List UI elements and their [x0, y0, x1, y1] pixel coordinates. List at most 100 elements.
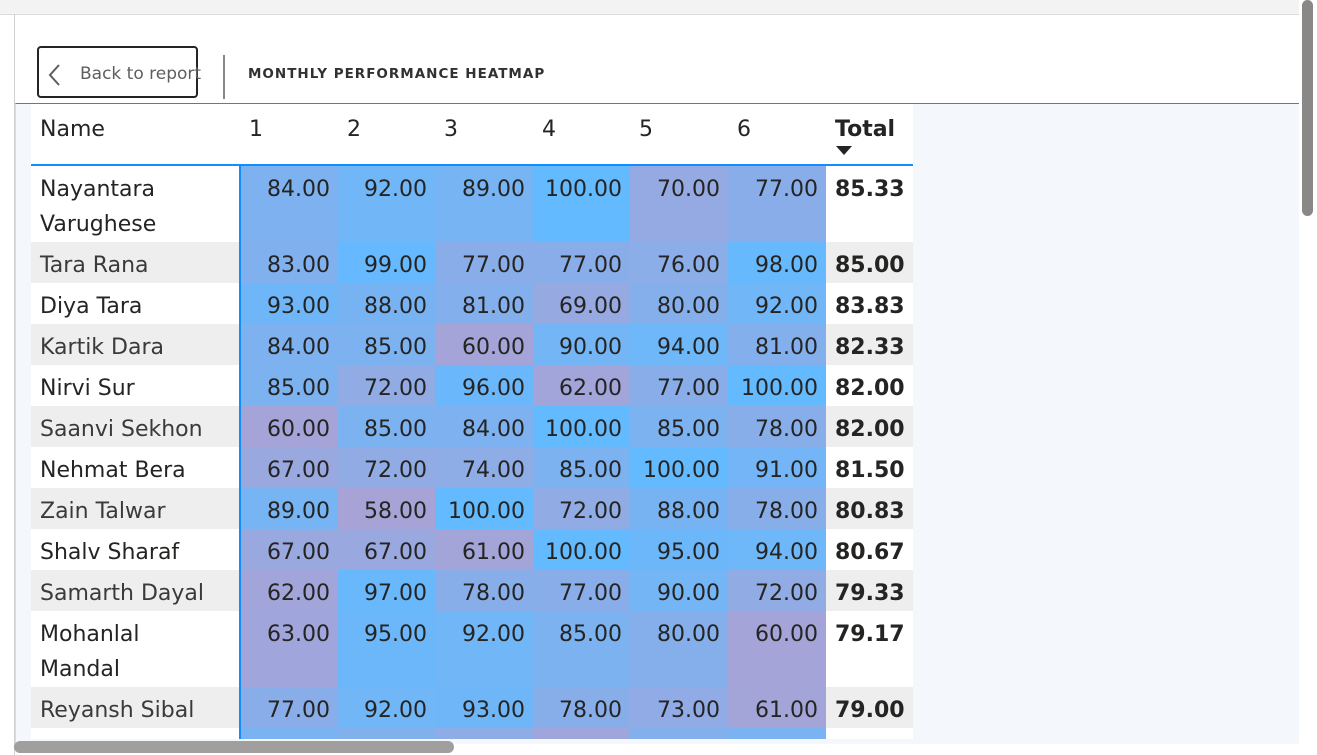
row-total-cell[interactable]: 78.67	[826, 728, 913, 739]
value-cell[interactable]: 95.00	[630, 529, 728, 570]
back-to-report-button[interactable]: Back to report	[37, 46, 201, 98]
value-cell[interactable]: 78.00	[728, 488, 826, 529]
value-cell[interactable]: 67.00	[239, 529, 338, 570]
column-header-total[interactable]: Total	[826, 104, 913, 166]
value-cell[interactable]: 63.00	[239, 611, 338, 687]
value-cell[interactable]: 89.00	[435, 165, 533, 242]
value-cell[interactable]: 61.00	[728, 687, 826, 728]
value-cell[interactable]: 67.00	[239, 447, 338, 488]
value-cell[interactable]: 98.00	[728, 242, 826, 283]
value-cell[interactable]: 61.00	[435, 529, 533, 570]
value-cell[interactable]: 92.00	[728, 283, 826, 324]
value-cell[interactable]: 85.00	[533, 447, 630, 488]
row-name-cell[interactable]: Tara Rana	[31, 242, 240, 283]
value-cell[interactable]: 77.00	[435, 242, 533, 283]
value-cell[interactable]: 73.00	[630, 687, 728, 728]
value-cell[interactable]: 62.00	[533, 365, 630, 406]
value-cell[interactable]: 86.00	[239, 728, 338, 739]
value-cell[interactable]: 90.00	[533, 324, 630, 365]
value-cell[interactable]: 67.00	[338, 529, 435, 570]
value-cell[interactable]: 94.00	[728, 529, 826, 570]
value-cell[interactable]: 72.00	[338, 447, 435, 488]
value-cell[interactable]: 86.00	[728, 728, 826, 739]
value-cell[interactable]: 63.00	[533, 728, 630, 739]
value-cell[interactable]: 80.00	[630, 283, 728, 324]
value-cell[interactable]: 74.00	[435, 728, 533, 739]
row-total-cell[interactable]: 85.33	[826, 165, 913, 242]
value-cell[interactable]: 78.00	[533, 687, 630, 728]
value-cell[interactable]: 100.00	[533, 529, 630, 570]
value-cell[interactable]: 93.00	[435, 687, 533, 728]
value-cell[interactable]: 85.00	[630, 406, 728, 447]
value-cell[interactable]: 74.00	[435, 447, 533, 488]
row-name-cell[interactable]: Reyansh Sibal	[31, 687, 240, 728]
row-name-cell[interactable]: Kartik Dara	[31, 324, 240, 365]
value-cell[interactable]: 80.00	[630, 611, 728, 687]
value-cell[interactable]: 82.00	[338, 728, 435, 739]
value-cell[interactable]: 72.00	[338, 365, 435, 406]
vertical-scrollbar[interactable]	[1302, 0, 1313, 216]
value-cell[interactable]: 84.00	[239, 324, 338, 365]
value-cell[interactable]: 62.00	[239, 570, 338, 611]
column-header-6[interactable]: 6	[728, 104, 826, 166]
row-name-cell[interactable]: Saanvi Sekhon	[31, 406, 240, 447]
column-header-1[interactable]: 1	[240, 104, 338, 166]
value-cell[interactable]: 92.00	[435, 611, 533, 687]
value-cell[interactable]: 93.00	[239, 283, 338, 324]
value-cell[interactable]: 60.00	[728, 611, 826, 687]
column-header-5[interactable]: 5	[630, 104, 728, 166]
value-cell[interactable]: 95.00	[338, 611, 435, 687]
value-cell[interactable]: 77.00	[239, 687, 338, 728]
value-cell[interactable]: 60.00	[435, 324, 533, 365]
value-cell[interactable]: 69.00	[533, 283, 630, 324]
value-cell[interactable]: 77.00	[533, 242, 630, 283]
value-cell[interactable]: 92.00	[338, 687, 435, 728]
column-header-name[interactable]: Name	[31, 104, 240, 166]
row-total-cell[interactable]: 83.83	[826, 283, 913, 324]
row-name-cell[interactable]: Shalv Sharaf	[31, 529, 240, 570]
value-cell[interactable]: 85.00	[239, 365, 338, 406]
value-cell[interactable]: 99.00	[338, 242, 435, 283]
column-header-4[interactable]: 4	[533, 104, 630, 166]
value-cell[interactable]: 100.00	[533, 406, 630, 447]
value-cell[interactable]: 76.00	[630, 242, 728, 283]
value-cell[interactable]: 89.00	[239, 488, 338, 529]
row-name-cell[interactable]: Nayantara Varughese	[31, 165, 240, 242]
value-cell[interactable]: 92.00	[338, 165, 435, 242]
row-total-cell[interactable]: 82.33	[826, 324, 913, 365]
row-total-cell[interactable]: 80.67	[826, 529, 913, 570]
value-cell[interactable]: 85.00	[338, 324, 435, 365]
row-name-cell[interactable]: Diya Tara	[31, 283, 240, 324]
row-total-cell[interactable]: 79.33	[826, 570, 913, 611]
value-cell[interactable]: 100.00	[630, 447, 728, 488]
value-cell[interactable]: 60.00	[239, 406, 338, 447]
value-cell[interactable]: 77.00	[533, 570, 630, 611]
value-cell[interactable]: 78.00	[435, 570, 533, 611]
row-total-cell[interactable]: 85.00	[826, 242, 913, 283]
value-cell[interactable]: 81.00	[630, 728, 728, 739]
value-cell[interactable]: 94.00	[630, 324, 728, 365]
value-cell[interactable]: 72.00	[728, 570, 826, 611]
row-total-cell[interactable]: 79.17	[826, 611, 913, 687]
value-cell[interactable]: 77.00	[728, 165, 826, 242]
value-cell[interactable]: 97.00	[338, 570, 435, 611]
row-total-cell[interactable]: 82.00	[826, 365, 913, 406]
value-cell[interactable]: 78.00	[728, 406, 826, 447]
value-cell[interactable]: 84.00	[435, 406, 533, 447]
value-cell[interactable]: 84.00	[239, 165, 338, 242]
row-total-cell[interactable]: 81.50	[826, 447, 913, 488]
column-header-2[interactable]: 2	[338, 104, 435, 166]
horizontal-scrollbar[interactable]	[14, 741, 454, 753]
value-cell[interactable]: 83.00	[239, 242, 338, 283]
row-name-cell[interactable]: Samarth Dayal	[31, 570, 240, 611]
row-name-cell[interactable]: Nehmat Bera	[31, 447, 240, 488]
value-cell[interactable]: 77.00	[630, 365, 728, 406]
row-name-cell[interactable]: Mohanlal Mandal	[31, 611, 240, 687]
value-cell[interactable]: 100.00	[435, 488, 533, 529]
value-cell[interactable]: 100.00	[533, 165, 630, 242]
value-cell[interactable]: 81.00	[728, 324, 826, 365]
value-cell[interactable]: 100.00	[728, 365, 826, 406]
row-total-cell[interactable]: 80.83	[826, 488, 913, 529]
value-cell[interactable]: 70.00	[630, 165, 728, 242]
row-total-cell[interactable]: 79.00	[826, 687, 913, 728]
